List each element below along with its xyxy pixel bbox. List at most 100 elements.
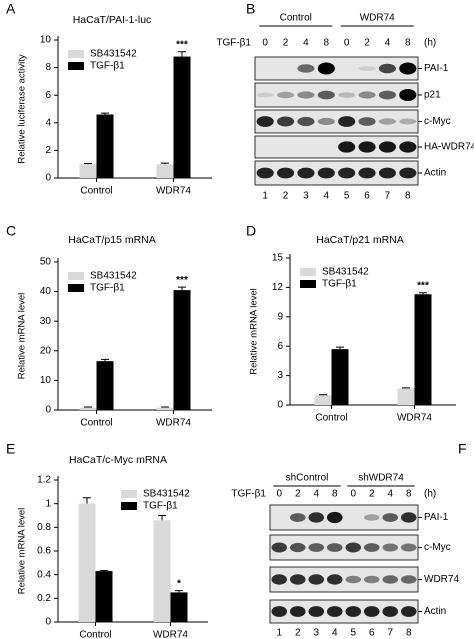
- y-tick-label: 0: [45, 173, 51, 184]
- chart-title: HaCaT/PAI-1-luc: [73, 14, 152, 26]
- legend-label: SB431542: [322, 267, 369, 278]
- time-label: 8: [332, 489, 338, 500]
- error-bar: [175, 590, 183, 593]
- bar: [314, 395, 332, 405]
- x-tick-label: Control: [79, 630, 111, 639]
- y-tick-label: 2: [45, 145, 51, 156]
- band: [358, 167, 376, 179]
- row-label: WDR74: [424, 574, 459, 585]
- bar: [156, 407, 174, 410]
- row-label: Actin: [424, 606, 446, 617]
- band: [289, 574, 306, 585]
- error-bar: [101, 358, 109, 362]
- x-tick-label: WDR74: [397, 413, 432, 424]
- lane-label: 5: [344, 191, 350, 202]
- band: [317, 167, 335, 179]
- bar: [78, 503, 96, 622]
- bar: [414, 294, 432, 405]
- lane-label: 7: [385, 191, 391, 202]
- y-tick-label: 0: [45, 617, 51, 628]
- band: [358, 141, 376, 153]
- band: [289, 513, 306, 522]
- group-label: shControl: [286, 473, 329, 484]
- band: [345, 606, 362, 617]
- y-tick-label: 15: [272, 253, 284, 264]
- time-label: 0: [262, 38, 268, 49]
- y-tick-label: 9: [277, 311, 283, 322]
- band: [363, 575, 380, 584]
- panel-label: C: [6, 223, 16, 239]
- band: [277, 91, 295, 99]
- y-tick-label: 0.6: [37, 546, 51, 557]
- time-label: 0: [350, 489, 356, 500]
- time-label: 2: [295, 489, 301, 500]
- lane-label: 6: [369, 628, 375, 639]
- band: [271, 542, 288, 553]
- panel-label: B: [246, 1, 255, 17]
- band: [382, 606, 399, 617]
- band: [382, 513, 399, 522]
- bar: [170, 592, 188, 622]
- group-label: Control: [280, 13, 312, 24]
- legend-swatch: [68, 50, 84, 58]
- error-bar: [84, 163, 92, 165]
- time-label: 4: [313, 489, 319, 500]
- band: [400, 543, 417, 552]
- band: [400, 512, 417, 523]
- error-bar: [178, 51, 186, 57]
- legend-swatch: [121, 502, 137, 510]
- row-label: c-Myc: [424, 116, 451, 127]
- band: [256, 116, 274, 127]
- band: [378, 167, 396, 179]
- band: [308, 606, 325, 617]
- unit-label: (h): [424, 489, 436, 500]
- bar: [79, 164, 97, 178]
- time-label: 0: [276, 489, 282, 500]
- legend-swatch: [68, 284, 84, 292]
- row-label: HA-WDR74: [424, 142, 474, 153]
- legend-label: TGF-β1: [90, 283, 125, 294]
- y-axis-label: Relative mRNA level: [17, 293, 28, 380]
- chart-title: HaCaT/p15 mRNA: [68, 234, 156, 246]
- band: [317, 117, 335, 126]
- row-label: c-Myc: [424, 542, 451, 553]
- band: [358, 117, 376, 126]
- time-label: 8: [405, 38, 411, 49]
- band: [271, 574, 288, 585]
- bar: [156, 164, 174, 178]
- panel-label: A: [6, 1, 16, 17]
- band: [358, 66, 376, 71]
- band: [297, 64, 315, 73]
- lane-label: 4: [324, 191, 330, 202]
- y-axis-label: Relative luciferase activity: [17, 54, 28, 164]
- group-label: WDR74: [360, 13, 395, 24]
- error-bar: [100, 570, 108, 572]
- band: [256, 92, 274, 98]
- band: [363, 606, 380, 617]
- band: [326, 606, 343, 617]
- legend-label: TGF-β1: [90, 61, 125, 72]
- y-axis-label: Relative mRNA level: [17, 508, 28, 595]
- y-tick-label: 12: [272, 282, 284, 293]
- lane-label: 2: [283, 191, 289, 202]
- x-tick-label: Control: [315, 413, 347, 424]
- error-bar: [83, 497, 91, 504]
- lane-label: 3: [303, 191, 309, 202]
- lane-label: 8: [406, 628, 412, 639]
- lane-label: 8: [405, 191, 411, 202]
- lane-label: 1: [276, 628, 282, 639]
- band: [399, 89, 417, 101]
- time-label: 4: [387, 489, 393, 500]
- y-tick-label: 6: [277, 341, 283, 352]
- band: [345, 542, 362, 553]
- band: [297, 167, 315, 179]
- error-bar: [161, 162, 169, 165]
- legend-label: TGF-β1: [143, 501, 178, 512]
- band: [378, 63, 396, 74]
- band: [363, 543, 380, 552]
- bar: [96, 114, 114, 178]
- y-tick-label: 0.8: [37, 522, 51, 533]
- time-label: 4: [385, 38, 391, 49]
- legend-label: SB431542: [143, 489, 190, 500]
